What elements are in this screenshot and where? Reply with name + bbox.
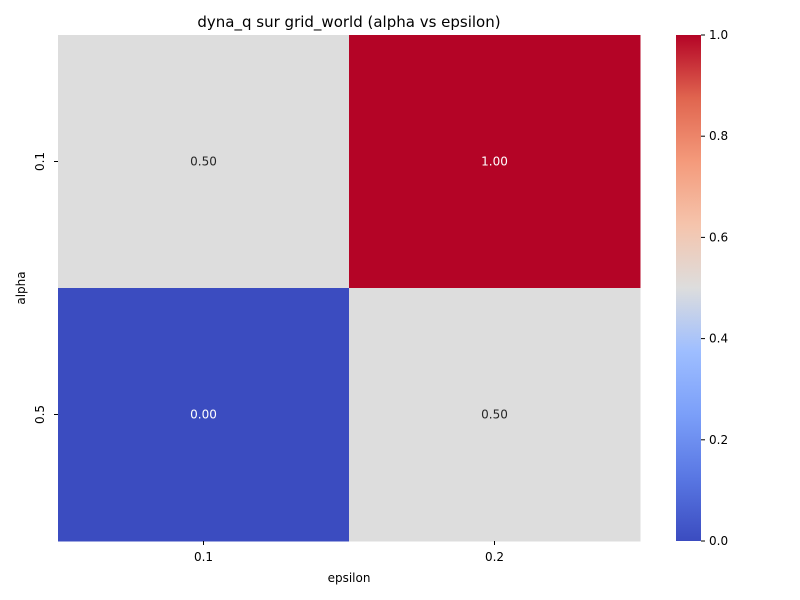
cell-value-label: 0.00 xyxy=(190,408,217,422)
colorbar-gradient xyxy=(676,35,701,541)
colorbar-tick-label: 0.6 xyxy=(709,230,728,244)
y-tick-label: 0.1 xyxy=(33,152,47,171)
heatmap-cell xyxy=(349,288,641,542)
y-tick-label: 0.5 xyxy=(33,405,47,424)
heatmap-cell xyxy=(58,35,350,289)
cell-value-label: 0.50 xyxy=(190,155,217,169)
chart-title: dyna_q sur grid_world (alpha vs epsilon) xyxy=(197,13,500,32)
colorbar-tick-label: 0.0 xyxy=(709,534,728,548)
cell-value-label: 0.50 xyxy=(481,408,508,422)
heatmap-cells: 0.50 1.00 0.00 0.50 xyxy=(58,35,641,542)
colorbar-tick-label: 0.8 xyxy=(709,129,728,143)
colorbar-tick-label: 0.2 xyxy=(709,433,728,447)
colorbar-tick-label: 1.0 xyxy=(709,28,728,42)
y-axis-label: alpha xyxy=(14,271,28,304)
colorbar-ticks: 0.0 0.2 0.4 0.6 0.8 1.0 xyxy=(701,28,728,548)
cell-value-label: 1.00 xyxy=(481,155,508,169)
x-axis-ticks: 0.1 0.2 xyxy=(194,541,504,564)
heatmap-cell xyxy=(349,35,641,289)
colorbar: 0.0 0.2 0.4 0.6 0.8 1.0 xyxy=(676,28,728,548)
colorbar-tick-label: 0.4 xyxy=(709,332,728,346)
x-axis-label: epsilon xyxy=(328,571,371,585)
y-axis-ticks: 0.1 0.5 xyxy=(33,152,58,424)
x-tick-label: 0.2 xyxy=(485,550,504,564)
heatmap-cell xyxy=(58,288,350,542)
x-tick-label: 0.1 xyxy=(194,550,213,564)
